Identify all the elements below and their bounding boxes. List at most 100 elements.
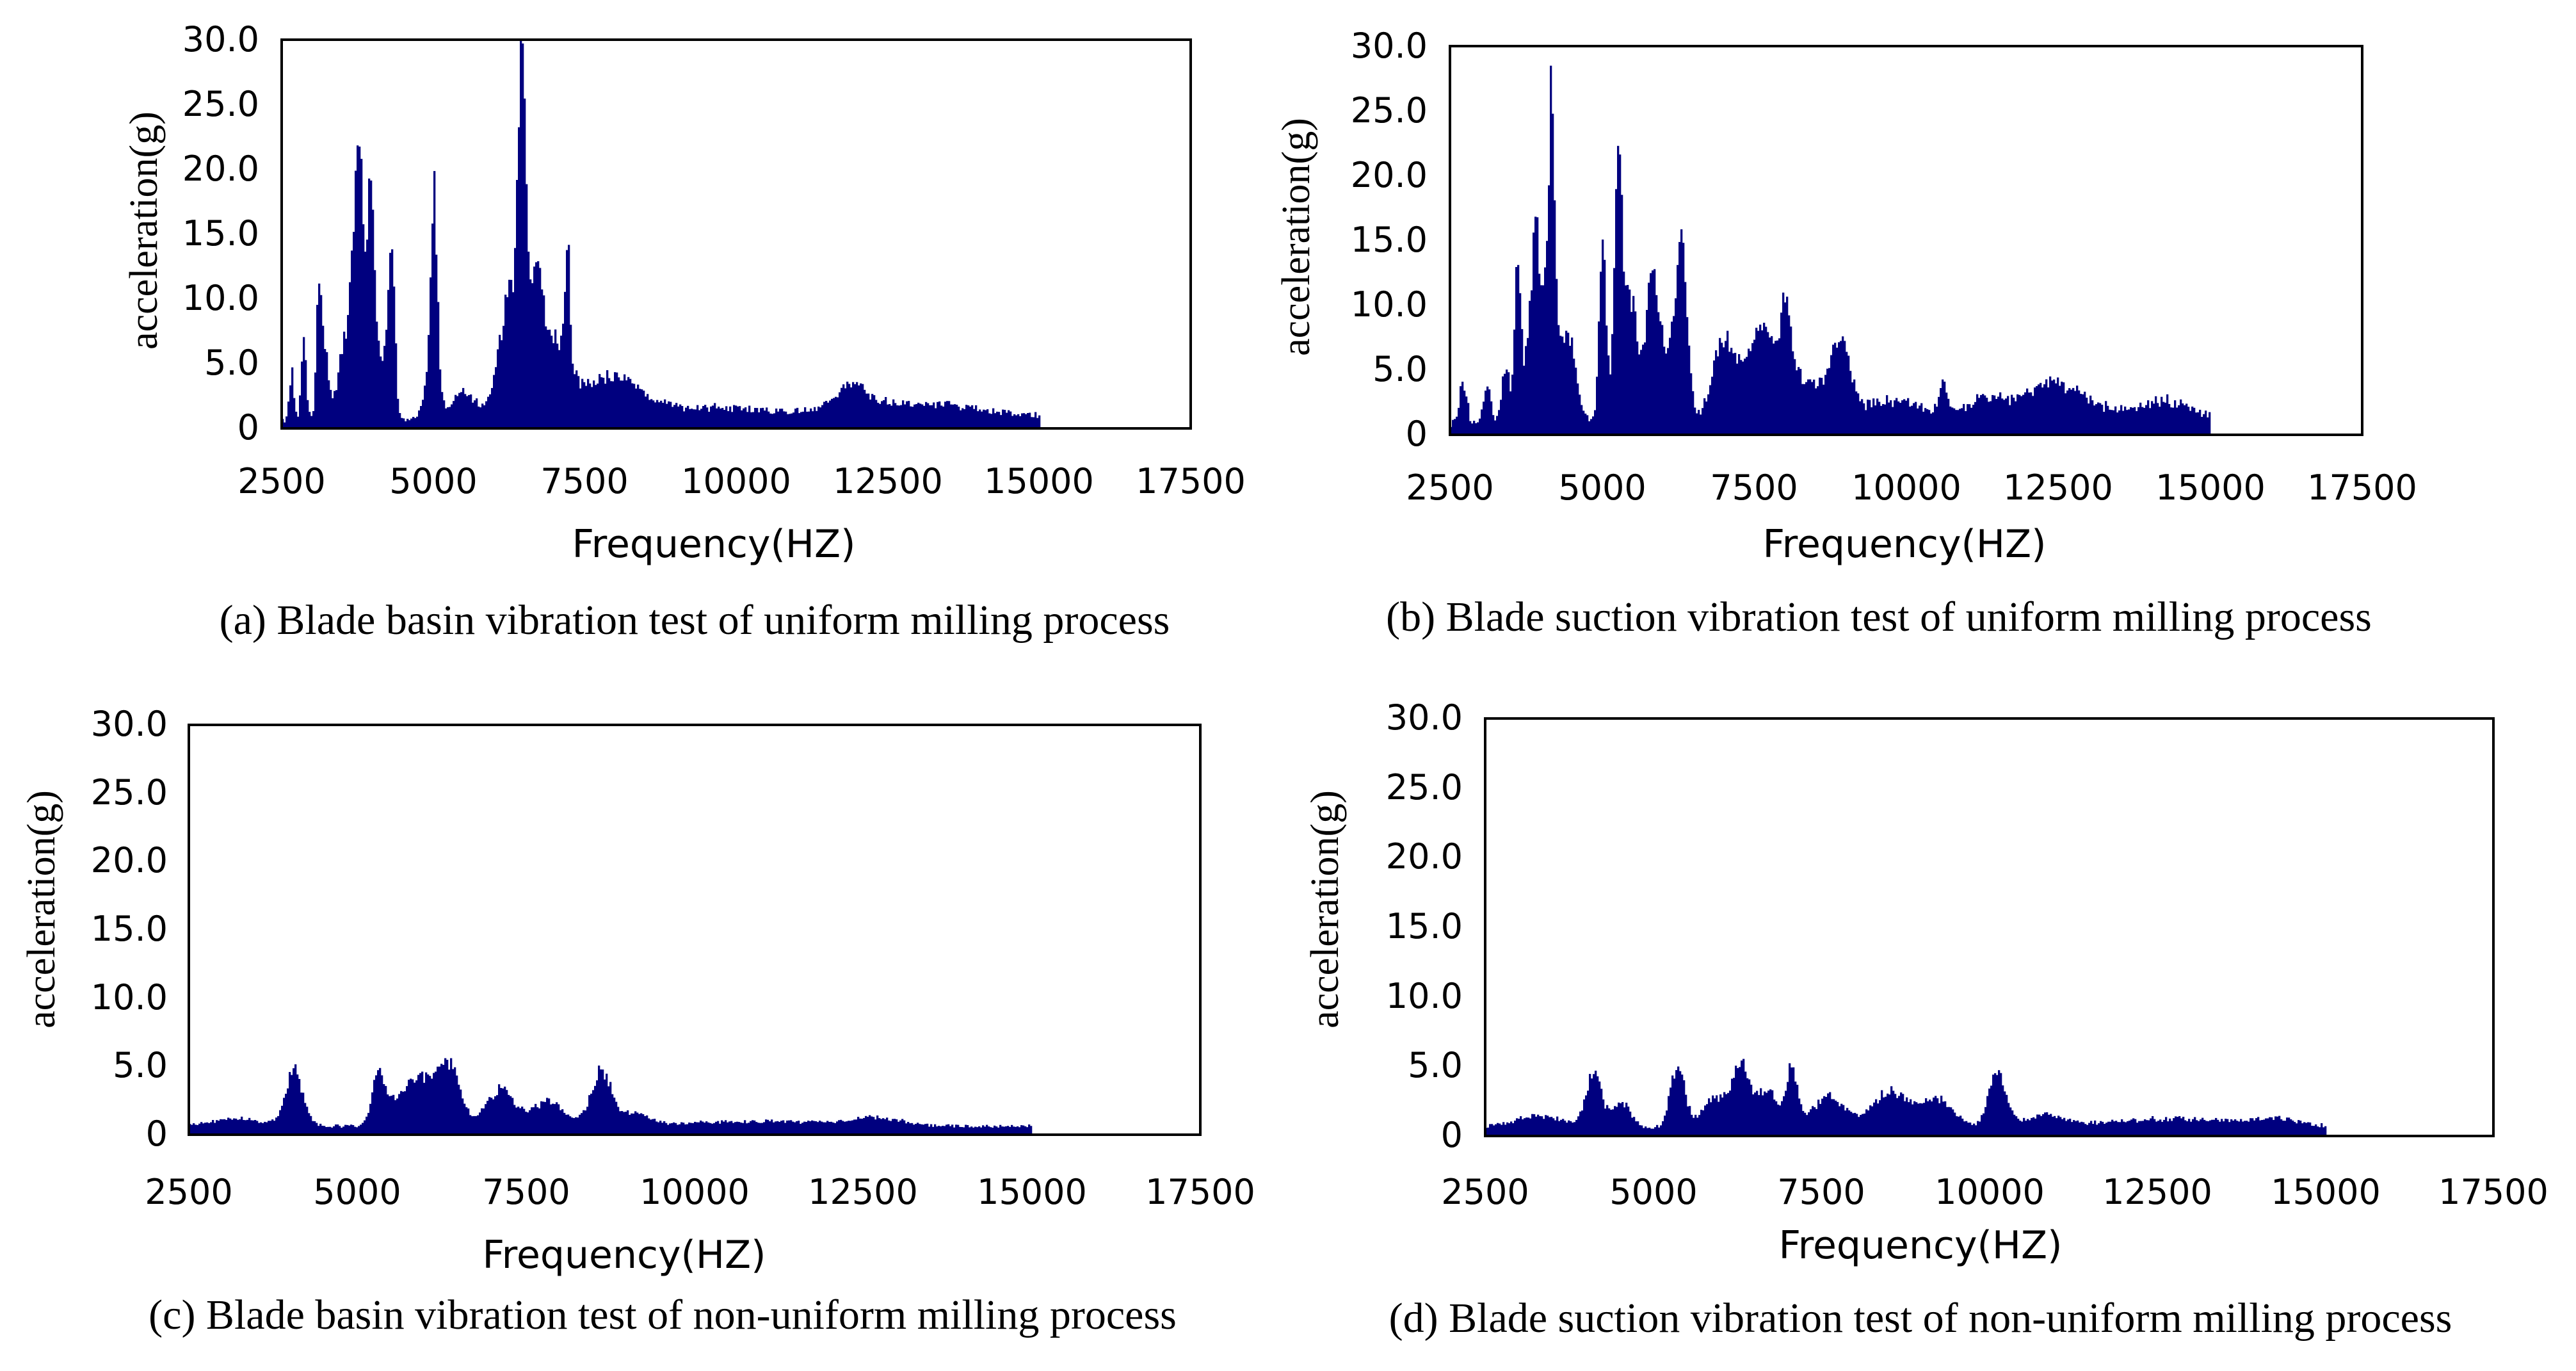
spectrum-bar (1940, 1096, 1943, 1136)
spectrum-bar (835, 396, 837, 428)
spectrum-bar (1951, 407, 1954, 435)
spectrum-bar (1496, 416, 1499, 435)
spectrum-bar (312, 1121, 314, 1135)
spectrum-bar (658, 402, 661, 428)
spectrum-bar (1525, 346, 1527, 435)
spectrum-bar (2190, 1121, 2193, 1136)
spectrum-bar (2100, 1121, 2102, 1136)
spectrum-bar (935, 408, 937, 428)
spectrum-bar (784, 1123, 787, 1135)
spectrum-bar (1810, 1109, 1812, 1136)
spectrum-bar (708, 412, 711, 428)
spectrum-bar (675, 403, 678, 428)
spectrum-bar (1600, 1089, 1603, 1136)
spectrum-bar (1627, 285, 1629, 435)
spectrum-bar (619, 1111, 622, 1135)
spectrum-bar (922, 1124, 925, 1135)
x-tick-label: 5000 (313, 1172, 401, 1212)
spectrum-bar (816, 410, 818, 428)
spectrum-bar (970, 1126, 973, 1135)
spectrum-bar (1861, 399, 1864, 435)
spectrum-bar (844, 1121, 846, 1135)
spectrum-bar (746, 1123, 748, 1135)
spectrum-bar (2020, 396, 2023, 435)
spectrum-bar (764, 410, 766, 428)
spectrum-bar (533, 1107, 535, 1135)
spectrum-bar (830, 1121, 833, 1135)
spectrum-bar (1658, 1127, 1661, 1136)
spectrum-bar (721, 408, 724, 428)
spectrum-bar (2050, 1114, 2052, 1136)
spectrum-bar (308, 1113, 310, 1135)
spectrum-bar (2042, 1114, 2045, 1136)
spectrum-bar (2089, 395, 2092, 435)
spectrum-bar (1669, 337, 1671, 435)
spectrum-bar (666, 403, 668, 428)
spectrum-bar (2195, 412, 2198, 435)
spectrum-bar (1871, 407, 1873, 435)
spectrum-bar (950, 404, 953, 428)
spectrum-bar (412, 1079, 414, 1135)
spectrum-bar (1579, 1111, 1582, 1136)
spectrum-bar (2120, 405, 2123, 435)
spectrum-bar (2107, 405, 2109, 435)
spectrum-bar (946, 401, 949, 428)
spectrum-bar (983, 409, 985, 428)
x-tick-label: 12500 (833, 461, 943, 501)
spectrum-bar (514, 248, 517, 428)
spectrum-bar (2140, 1121, 2143, 1136)
panel-a-bars (282, 40, 1041, 428)
spectrum-bar (1640, 350, 1643, 435)
spectrum-bar (646, 1115, 648, 1135)
spectrum-bar (293, 1068, 295, 1135)
spectrum-bar (334, 391, 336, 428)
spectrum-bar (545, 326, 547, 428)
spectrum-bar (2209, 1120, 2212, 1136)
spectrum-bar (687, 405, 689, 428)
spectrum-bar (2199, 409, 2202, 435)
x-tick-label: 17500 (2438, 1172, 2548, 1212)
spectrum-bar (214, 1123, 216, 1135)
spectrum-bar (1986, 1096, 1989, 1136)
spectrum-bar (346, 1124, 349, 1135)
spectrum-bar (1988, 402, 1990, 435)
spectrum-bar (2109, 409, 2111, 435)
spectrum-bar (1955, 410, 1958, 435)
spectrum-bar (2161, 396, 2163, 435)
spectrum-bar (403, 418, 405, 428)
spectrum-bar (823, 402, 826, 428)
spectrum-bar (1481, 409, 1483, 435)
spectrum-bar (221, 1119, 224, 1135)
spectrum-bar (335, 1124, 337, 1135)
spectrum-bar (2084, 1124, 2087, 1136)
spectrum-bar (1537, 1114, 1540, 1136)
spectrum-bar (309, 412, 311, 428)
spectrum-bar (780, 1121, 783, 1135)
spectrum-bar (1811, 382, 1814, 435)
spectrum-bar (1704, 1105, 1707, 1136)
spectrum-bar (524, 98, 526, 428)
spectrum-bar (727, 1122, 729, 1135)
spectrum-bar (1577, 383, 1579, 435)
spectrum-bar (239, 1119, 241, 1135)
spectrum-bar (716, 408, 718, 428)
spectrum-bar (539, 268, 542, 428)
spectrum-bar (2136, 1123, 2139, 1136)
spectrum-bar (967, 1125, 969, 1135)
spectrum-bar (252, 1120, 255, 1135)
spectrum-bar (506, 1090, 508, 1135)
spectrum-bar (2164, 402, 2167, 435)
spectrum-bar (1588, 421, 1591, 435)
spectrum-bar (401, 418, 403, 428)
spectrum-bar (326, 352, 328, 428)
spectrum-bar (683, 411, 686, 428)
spectrum-bar (202, 1123, 205, 1135)
spectrum-bar (416, 416, 419, 428)
spectrum-bar (2095, 404, 2098, 435)
spectrum-bar (714, 403, 716, 428)
spectrum-bar (2151, 401, 2153, 435)
spectrum-bar (1944, 1101, 1947, 1136)
spectrum-bar (901, 1119, 904, 1135)
spectrum-bar (2200, 1119, 2202, 1136)
spectrum-bar (1003, 1126, 1006, 1135)
